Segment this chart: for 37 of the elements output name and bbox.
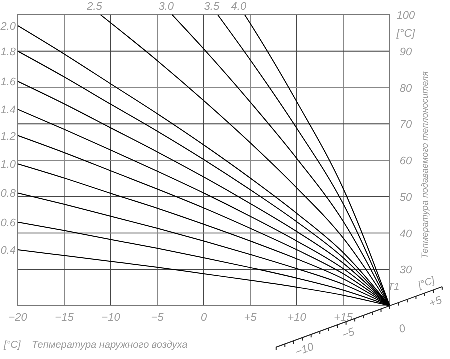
x-tick-label: 0 [200, 312, 208, 324]
y-axis-title: Тепмература подаваемого теплоносителя [420, 71, 430, 259]
text: +5 [428, 294, 445, 310]
y-tick-label: 60 [400, 156, 413, 168]
series-label: 3.0 [158, 1, 175, 13]
series-label: 3.5 [204, 1, 220, 13]
series-label: 0.6 [0, 217, 17, 230]
y-tick-label: 80 [400, 82, 413, 95]
series-label: 0.4 [0, 244, 16, 257]
text: 0 [398, 322, 408, 336]
x-tick-label: −20 [8, 312, 28, 324]
series-label: 1.0 [0, 159, 17, 172]
series-label: 2.5 [86, 1, 104, 13]
y-tick-label: 50 [400, 192, 413, 204]
text: −10 [294, 340, 316, 359]
series-label: 2.0 [0, 20, 17, 33]
series-label: 1.8 [0, 46, 17, 58]
series-label: 1.6 [0, 76, 17, 89]
series-label: 1.2 [0, 130, 16, 143]
x-tick-label: −5 [151, 312, 165, 324]
series-label: 0.8 [0, 188, 17, 200]
x-tick-label: −15 [55, 312, 75, 324]
y-tick-label: 30 [400, 264, 413, 277]
x-axis-title: Тепмература наружного воздуха [32, 340, 188, 351]
series-label: 4.0 [231, 1, 248, 13]
text: [°C] [3, 340, 21, 351]
text: [°C] [416, 275, 437, 292]
y-tick-label: 90 [400, 46, 413, 58]
text: [°C] [396, 28, 416, 40]
series-label: 1.4 [0, 104, 16, 117]
x-tick-label: −10 [102, 312, 122, 324]
x-tick-label: +5 [244, 312, 258, 324]
y-tick-label: 40 [400, 228, 413, 240]
x-tick-label: +10 [288, 312, 308, 324]
y-tick-label: 100 [396, 10, 416, 22]
text: −5 [340, 326, 358, 342]
y-tick-label: 70 [400, 119, 413, 132]
